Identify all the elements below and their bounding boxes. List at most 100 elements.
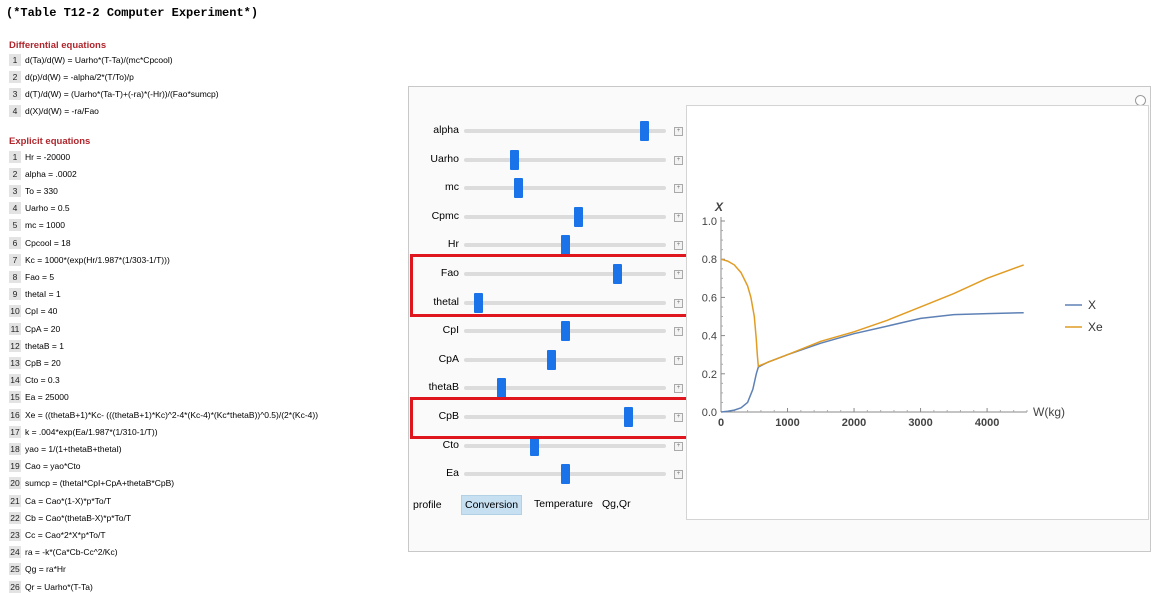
slider-track[interactable] [464, 357, 666, 362]
expl-equation-row: 26 Qr = Uarho*(T-Ta) [9, 580, 93, 593]
slider-thumb[interactable] [624, 407, 634, 427]
equation-text: thetaB = 1 [25, 340, 64, 351]
equation-number: 10 [9, 305, 21, 318]
equation-number: 23 [9, 528, 21, 541]
expl-equation-row: 25 Qg = ra*Hr [9, 563, 66, 576]
slider-label: thetal [433, 295, 459, 308]
slider-label: Uarho [430, 152, 459, 165]
x-tick-label: 1000 [775, 417, 799, 429]
equation-number: 26 [9, 580, 21, 593]
equation-text: k = .004*exp(Ea/1.987*(1/310-1/T)) [25, 426, 158, 437]
equation-number: 2 [9, 167, 21, 180]
slider-label: Hr [447, 238, 459, 251]
slider-thumb[interactable] [574, 206, 583, 227]
slider-track[interactable] [464, 214, 666, 219]
slider-track[interactable] [464, 415, 666, 419]
expl-equation-row: 20 sumcp = (thetaI*CpI+CpA+thetaB*CpB) [9, 477, 174, 490]
y-tick-label: 0.4 [702, 331, 717, 343]
equation-text: CpB = 20 [25, 357, 61, 368]
slider-label: alpha [433, 124, 459, 136]
expl-equation-row: 23 Cc = Cao*2*X*p*To/T [9, 528, 106, 541]
profile-conversion-button[interactable]: Conversion [461, 495, 523, 515]
equation-number: 1 [9, 53, 21, 66]
slider-thumb[interactable] [560, 235, 570, 256]
slider-track[interactable] [464, 443, 666, 448]
equation-number: 14 [9, 374, 21, 387]
slider-thumb[interactable] [496, 378, 506, 399]
slider-track[interactable] [464, 272, 666, 276]
slider-expand-icon[interactable]: + [674, 155, 683, 165]
y-tick-label: 0.2 [702, 369, 717, 381]
slider-thumb[interactable] [560, 321, 570, 342]
slider-thumb[interactable] [510, 149, 520, 170]
profile-qgqr-button[interactable]: Qg,Qr [602, 498, 631, 510]
slider-label: CpA [438, 352, 459, 365]
x-tick-label: 4000 [975, 417, 999, 429]
equation-number: 16 [9, 408, 21, 421]
slider-thumb[interactable] [529, 435, 539, 456]
slider-track[interactable] [464, 300, 666, 305]
slider-expand-icon[interactable]: + [674, 327, 683, 337]
slider-expand-icon[interactable]: + [674, 241, 683, 251]
expl-equation-row: 18 yao = 1/(1+thetaB+thetaI) [9, 442, 122, 455]
profile-label: profile [413, 499, 442, 511]
explicit-equations-heading: Explicit equations [9, 136, 91, 147]
equation-text: ra = -k*(Ca*Cb-Cc^2/Kc) [25, 547, 118, 558]
y-tick-label: 0.6 [702, 292, 717, 304]
expl-equation-row: 2 alpha = .0002 [9, 167, 77, 180]
slider-expand-icon[interactable]: + [674, 127, 683, 136]
x-axis-label: W(kg) [1033, 405, 1065, 419]
expl-equation-row: 14 Cto = 0.3 [9, 374, 60, 387]
slider-track[interactable] [464, 186, 666, 191]
slider-track[interactable] [464, 386, 666, 391]
equation-number: 6 [9, 236, 21, 249]
equation-text: Uarho = 0.5 [25, 203, 70, 214]
equation-number: 9 [9, 288, 21, 301]
expl-equation-row: 3 To = 330 [9, 184, 58, 197]
slider-thumb[interactable] [473, 292, 483, 313]
equation-number: 12 [9, 339, 21, 352]
expl-equation-row: 10 CpI = 40 [9, 305, 57, 318]
x-tick-label: 0 [718, 417, 724, 429]
slider-track[interactable] [464, 157, 666, 162]
equation-number: 4 [9, 202, 21, 215]
slider-thumb[interactable] [514, 178, 524, 199]
expl-equation-row: 1 Hr = -20000 [9, 150, 70, 163]
slider-label: Ea [446, 467, 459, 480]
equation-text: d(X)/d(W) = -ra/Fao [25, 106, 99, 117]
equation-number: 3 [9, 87, 21, 100]
slider-expand-icon[interactable]: + [674, 441, 683, 451]
legend-label-Xe: Xe [1088, 320, 1103, 334]
y-tick-label: 0.8 [702, 254, 717, 266]
x-tick-label: 3000 [908, 417, 932, 429]
slider-expand-icon[interactable]: + [674, 413, 683, 422]
slider-label: mc [445, 181, 459, 194]
y-tick-label: 0.0 [702, 407, 717, 419]
equation-text: thetaI = 1 [25, 289, 61, 300]
slider-track[interactable] [464, 129, 666, 133]
slider-thumb[interactable] [546, 349, 556, 370]
diff-equation-row: 3 d(T)/d(W) = (Uarho*(Ta-T)+(-ra)*(-Hr))/… [9, 87, 219, 100]
equation-text: Qr = Uarho*(T-Ta) [25, 581, 93, 592]
slider-expand-icon[interactable]: + [674, 184, 683, 194]
slider-expand-icon[interactable]: + [674, 270, 683, 279]
equation-number: 19 [9, 460, 21, 473]
equation-number: 3 [9, 184, 21, 197]
slider-expand-icon[interactable]: + [674, 212, 683, 222]
slider-expand-icon[interactable]: + [674, 298, 683, 308]
slider-expand-icon[interactable]: + [674, 355, 683, 365]
slider-expand-icon[interactable]: + [674, 470, 683, 480]
expl-equation-row: 13 CpB = 20 [9, 356, 61, 369]
slider-expand-icon[interactable]: + [674, 384, 683, 394]
equation-number: 1 [9, 150, 21, 163]
equation-text: d(Ta)/d(W) = Uarho*(T-Ta)/(mc*Cpcool) [25, 54, 173, 65]
slider-thumb[interactable] [612, 264, 622, 284]
equation-number: 15 [9, 391, 21, 404]
equation-text: mc = 1000 [25, 220, 65, 231]
profile-temperature-button[interactable]: Temperature [534, 498, 593, 510]
equation-number: 22 [9, 511, 21, 524]
slider-thumb[interactable] [560, 464, 570, 485]
slider-thumb[interactable] [639, 121, 649, 141]
expl-equation-row: 21 Ca = Cao*(1-X)*p*To/T [9, 494, 111, 507]
equation-text: d(T)/d(W) = (Uarho*(Ta-T)+(-ra)*(-Hr))/(… [25, 88, 219, 99]
